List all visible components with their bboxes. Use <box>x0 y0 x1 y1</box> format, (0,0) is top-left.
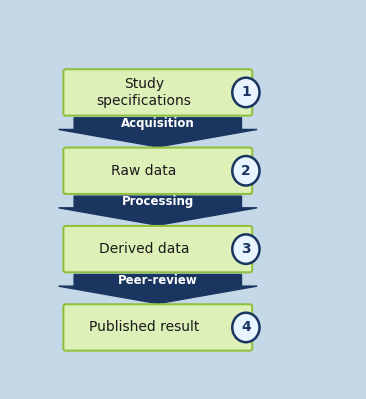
Text: 3: 3 <box>241 242 251 256</box>
FancyBboxPatch shape <box>63 69 252 116</box>
Text: Acquisition: Acquisition <box>121 117 195 130</box>
FancyBboxPatch shape <box>40 39 335 367</box>
Polygon shape <box>59 118 257 147</box>
Circle shape <box>232 234 259 264</box>
Circle shape <box>232 313 259 342</box>
Polygon shape <box>59 196 257 225</box>
FancyBboxPatch shape <box>63 304 252 351</box>
Text: Peer-review: Peer-review <box>118 274 198 287</box>
Circle shape <box>232 78 259 107</box>
Text: Processing: Processing <box>122 196 194 208</box>
Text: Study
specifications: Study specifications <box>97 77 192 107</box>
FancyBboxPatch shape <box>63 148 252 194</box>
FancyBboxPatch shape <box>63 226 252 272</box>
Text: 4: 4 <box>241 320 251 334</box>
Polygon shape <box>59 275 257 304</box>
Text: Derived data: Derived data <box>99 242 190 256</box>
Text: Published result: Published result <box>89 320 199 334</box>
Text: 2: 2 <box>241 164 251 178</box>
Text: 1: 1 <box>241 85 251 99</box>
Text: Raw data: Raw data <box>112 164 177 178</box>
Circle shape <box>232 156 259 186</box>
